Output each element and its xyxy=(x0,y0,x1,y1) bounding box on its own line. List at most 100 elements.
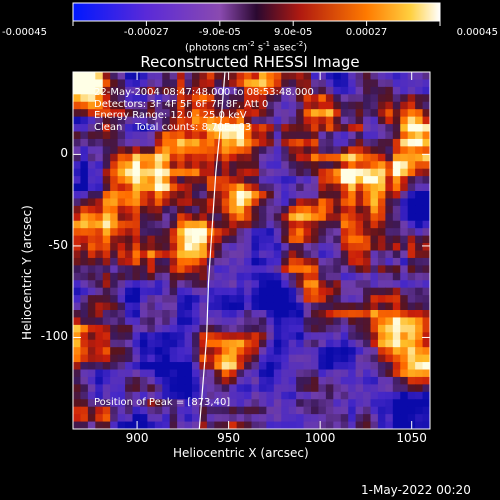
heatmap-cell xyxy=(139,72,148,81)
heatmap-cell xyxy=(147,191,156,200)
heatmap-cell xyxy=(95,205,104,214)
heatmap-cell xyxy=(333,191,342,200)
heatmap-cell xyxy=(73,228,82,237)
heatmap-cell xyxy=(236,280,245,289)
heatmap-cell xyxy=(139,384,148,393)
heatmap-cell xyxy=(422,198,430,207)
axis-ticks xyxy=(73,72,430,429)
heatmap-cell xyxy=(199,414,208,423)
heatmap-cell xyxy=(125,384,134,393)
heatmap-cell xyxy=(281,295,290,304)
heatmap-cell xyxy=(154,287,163,296)
heatmap-cell xyxy=(206,79,215,88)
heatmap-cell xyxy=(377,116,386,125)
heatmap-cell xyxy=(385,124,394,133)
heatmap-cell xyxy=(348,213,357,222)
heatmap-cell xyxy=(348,250,357,259)
heatmap-cell xyxy=(154,191,163,200)
heatmap-cell xyxy=(311,354,320,363)
heatmap-cell xyxy=(340,272,349,281)
heatmap-cell xyxy=(370,324,379,333)
heatmap-cell xyxy=(244,257,253,266)
heatmap-cell xyxy=(184,79,193,88)
heatmap-cell xyxy=(110,94,119,103)
heatmap-cell xyxy=(273,317,282,326)
heatmap-cell xyxy=(184,391,193,400)
heatmap-cell xyxy=(363,228,372,237)
heatmap-cell xyxy=(385,391,394,400)
heatmap-cell xyxy=(340,280,349,289)
heatmap-cell xyxy=(87,116,96,125)
heatmap-cell xyxy=(110,391,119,400)
heatmap-cell xyxy=(125,228,134,237)
heatmap-cell xyxy=(95,138,104,147)
heatmap-cell xyxy=(87,376,96,385)
heatmap-cell xyxy=(303,406,312,415)
heatmap-cell xyxy=(281,257,290,266)
heatmap-cell xyxy=(117,295,126,304)
heatmap-cell xyxy=(206,391,215,400)
heatmap-cell xyxy=(73,339,82,348)
heatmap-cell xyxy=(363,317,372,326)
heatmap-cell xyxy=(318,414,327,423)
heatmap-cell xyxy=(303,72,312,81)
heatmap-cell xyxy=(363,414,372,423)
heatmap-cell xyxy=(296,376,305,385)
heatmap-cell xyxy=(177,250,186,259)
heatmap-cell xyxy=(139,310,148,319)
heatmap-cell xyxy=(236,339,245,348)
heatmap-cell xyxy=(400,339,409,348)
heatmap-cell xyxy=(199,146,208,155)
heatmap-cell xyxy=(221,257,230,266)
heatmap-cell xyxy=(363,213,372,222)
heatmap-cell xyxy=(229,101,238,110)
heatmap-cell xyxy=(147,198,156,207)
heatmap-cell xyxy=(296,191,305,200)
heatmap-cell xyxy=(266,72,275,81)
heatmap-cell xyxy=(325,347,334,356)
timestamp-footer: 1-May-2022 00:20 xyxy=(361,483,471,497)
heatmap-cell xyxy=(110,399,119,408)
heatmap-cell xyxy=(199,86,208,95)
heatmap-cell xyxy=(311,362,320,371)
heatmap-cell xyxy=(147,414,156,423)
y-tick-label: -50 xyxy=(48,237,68,252)
heatmap-cell xyxy=(385,220,394,229)
heatmap-cell xyxy=(244,176,253,185)
heatmap-cell xyxy=(273,280,282,289)
heatmap-cell xyxy=(281,302,290,311)
heatmap-cell xyxy=(117,183,126,192)
heatmap-cell xyxy=(139,250,148,259)
heatmap-cell xyxy=(199,324,208,333)
heatmap-cell xyxy=(132,94,141,103)
heatmap-cell xyxy=(73,220,82,229)
heatmap-cell xyxy=(139,124,148,133)
heatmap-cell xyxy=(311,131,320,140)
heatmap-cell xyxy=(333,243,342,252)
heatmap-cell xyxy=(370,168,379,177)
heatmap-cell xyxy=(363,191,372,200)
heatmap-cell xyxy=(415,109,424,118)
heatmap-cell xyxy=(333,414,342,423)
heatmap-cell xyxy=(214,272,223,281)
heatmap-cell xyxy=(177,191,186,200)
heatmap-cell xyxy=(251,317,260,326)
heatmap-cell xyxy=(340,391,349,400)
heatmap-cell xyxy=(340,235,349,244)
heatmap-cell xyxy=(73,272,82,281)
heatmap-cell xyxy=(80,72,89,81)
heatmap-cell xyxy=(154,183,163,192)
heatmap-cell xyxy=(177,295,186,304)
heatmap-cell xyxy=(214,339,223,348)
heatmap-cell xyxy=(199,287,208,296)
heatmap-cell xyxy=(199,384,208,393)
heatmap-cell xyxy=(296,94,305,103)
detectors: Detectors: 3F 4F 5F 6F 7F 8F, Att 0 xyxy=(94,98,269,110)
heatmap-cell xyxy=(147,168,156,177)
heatmap-cell xyxy=(244,220,253,229)
heatmap-cell xyxy=(192,161,201,170)
heatmap-cell xyxy=(110,101,119,110)
heatmap-cell xyxy=(192,138,201,147)
heatmap-cell xyxy=(139,86,148,95)
heatmap-cell xyxy=(162,280,171,289)
